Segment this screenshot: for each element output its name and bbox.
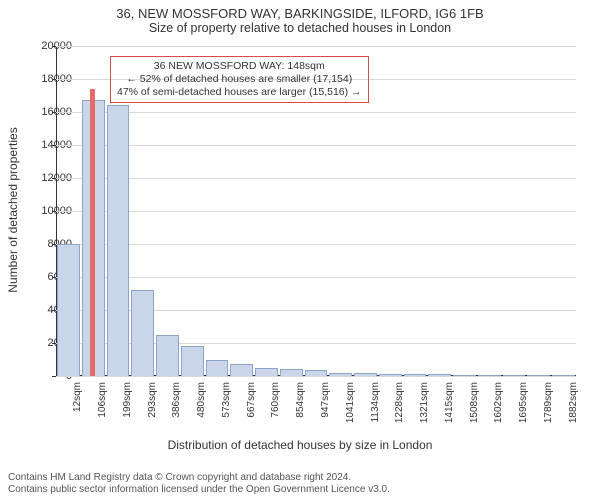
- grid-line: [56, 178, 576, 179]
- histogram-bar: [156, 335, 179, 376]
- histogram-bar: [280, 369, 303, 376]
- annotation-box: 36 NEW MOSSFORD WAY: 148sqm ← 52% of det…: [110, 56, 369, 103]
- histogram-bar: [503, 375, 526, 376]
- x-tick-label: 1602sqm: [493, 382, 504, 442]
- x-tick-label: 1041sqm: [345, 382, 356, 442]
- histogram-bar: [404, 374, 427, 376]
- grid-line: [56, 112, 576, 113]
- x-tick-label: 1695sqm: [518, 382, 529, 442]
- grid-line: [56, 46, 576, 47]
- grid-line: [56, 277, 576, 278]
- histogram-bar: [354, 373, 377, 376]
- footer-line1: Contains HM Land Registry data © Crown c…: [8, 472, 390, 484]
- grid-line: [56, 376, 576, 377]
- histogram-bar: [379, 374, 402, 376]
- x-tick-label: 947sqm: [320, 382, 331, 442]
- x-tick-label: 1228sqm: [394, 382, 405, 442]
- x-tick-label: 12sqm: [72, 382, 83, 442]
- histogram-bar: [329, 373, 352, 376]
- x-tick-label: 293sqm: [147, 382, 158, 442]
- annotation-line3: 47% of semi-detached houses are larger (…: [117, 86, 362, 99]
- x-tick-label: 1321sqm: [419, 382, 430, 442]
- x-tick-label: 760sqm: [270, 382, 281, 442]
- histogram-bar: [206, 360, 229, 377]
- histogram-bar: [305, 370, 328, 376]
- annotation-line1: 36 NEW MOSSFORD WAY: 148sqm: [117, 60, 362, 73]
- histogram-bar: [181, 346, 204, 376]
- x-tick-label: 1134sqm: [370, 382, 381, 442]
- footer-line2: Contains public sector information licen…: [8, 484, 390, 496]
- x-tick-label: 1789sqm: [543, 382, 554, 442]
- x-tick-label: 1508sqm: [469, 382, 480, 442]
- x-tick-label: 106sqm: [97, 382, 108, 442]
- highlight-bar: [90, 89, 95, 376]
- x-axis-title: Distribution of detached houses by size …: [0, 438, 600, 452]
- x-tick-label: 573sqm: [221, 382, 232, 442]
- x-tick-label: 1415sqm: [444, 382, 455, 442]
- x-tick-label: 854sqm: [295, 382, 306, 442]
- footer: Contains HM Land Registry data © Crown c…: [8, 472, 390, 496]
- x-tick-label: 1882sqm: [568, 382, 579, 442]
- histogram-bar: [131, 290, 154, 376]
- annotation-line2: ← 52% of detached houses are smaller (17…: [117, 73, 362, 86]
- histogram-bar: [552, 375, 575, 376]
- histogram-bar: [107, 105, 130, 376]
- x-tick-label: 386sqm: [171, 382, 182, 442]
- grid-line: [56, 211, 576, 212]
- histogram-bar: [428, 374, 451, 376]
- histogram-bar: [255, 368, 278, 376]
- histogram-bar: [230, 364, 253, 376]
- histogram-bar: [478, 375, 501, 376]
- histogram-bar: [453, 375, 476, 376]
- chart-title: 36, NEW MOSSFORD WAY, BARKINGSIDE, ILFOR…: [0, 0, 600, 21]
- chart-subtitle: Size of property relative to detached ho…: [0, 21, 600, 39]
- histogram-bar: [527, 375, 550, 376]
- x-tick-label: 199sqm: [122, 382, 133, 442]
- grid-line: [56, 145, 576, 146]
- chart-container: 36, NEW MOSSFORD WAY, BARKINGSIDE, ILFOR…: [0, 0, 600, 500]
- x-tick-label: 667sqm: [246, 382, 257, 442]
- histogram-bar: [57, 244, 80, 376]
- x-tick-label: 480sqm: [196, 382, 207, 442]
- y-axis-title: Number of detached properties: [6, 127, 20, 292]
- grid-line: [56, 244, 576, 245]
